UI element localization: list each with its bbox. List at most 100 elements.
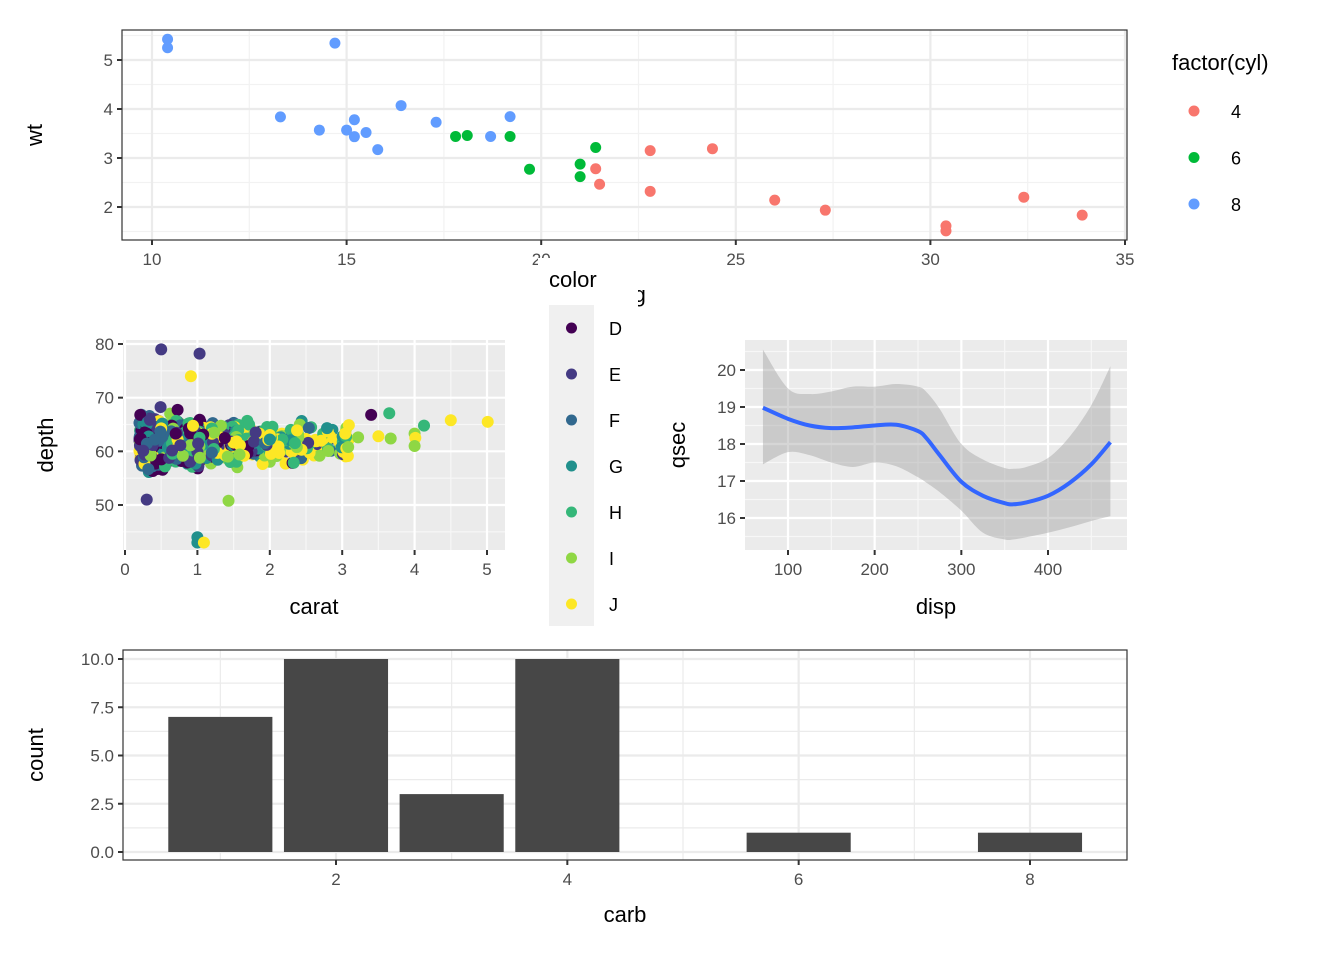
legend-label-cyl-6: 6 (1231, 149, 1241, 169)
point-color-H (287, 456, 300, 469)
point-color-E (143, 413, 156, 426)
point-color-J (230, 435, 243, 448)
point-color-J (342, 419, 355, 432)
carat-depth-y-tick-label: 70 (95, 389, 114, 408)
panel-carat-depth-points (133, 343, 494, 549)
legend-key-cyl-4 (1188, 105, 1200, 117)
point-cyl-4 (1076, 209, 1088, 221)
legend-label-cyl-4: 4 (1231, 102, 1241, 122)
legend-label-cyl-8: 8 (1231, 195, 1241, 215)
point-cyl-6 (574, 158, 586, 170)
legend-key-cyl-8 (1188, 198, 1200, 210)
panel-disp-qsec-grid (745, 340, 1127, 550)
point-color-D (218, 432, 231, 445)
point-outlier-color-I (384, 432, 397, 445)
legend-key-color-J (566, 598, 577, 610)
panel-carat-depth-ticks: 0 1 2 3 4 5 50 60 70 80 (95, 335, 492, 579)
carb-count-x-tick-label: 8 (1025, 870, 1034, 889)
disp-qsec-y-tick-label: 19 (717, 398, 736, 417)
legend-label-color-D: D (609, 319, 622, 339)
disp-qsec-x-tick-label: 100 (774, 560, 802, 579)
legend-label-color-F: F (609, 411, 620, 431)
point-cyl-6 (504, 130, 516, 142)
point-color-I (193, 451, 206, 464)
point-cyl-4 (769, 194, 781, 206)
panel-mpg-wt-border (121, 29, 1128, 241)
legend-items-color: D E F G H I J (566, 319, 623, 615)
legend-factor-cyl: factor(cyl) 4 6 8 (1172, 50, 1269, 215)
point-cyl-4 (819, 204, 831, 216)
disp-qsec-x-tick-label: 200 (860, 560, 888, 579)
point-cyl-6 (524, 163, 536, 175)
point-cyl-4 (590, 163, 602, 175)
point-outlier-color-H (383, 407, 396, 420)
point-color-D (134, 408, 147, 421)
point-cyl-8 (341, 124, 353, 136)
panel-disp-qsec: 100 200 300 400 16 17 18 19 20 disp qsec (665, 340, 1127, 619)
panel-carat-depth: 0 1 2 3 4 5 50 60 70 80 carat depth (33, 335, 505, 619)
carat-depth-x-tick-label: 5 (482, 560, 491, 579)
panel-carb-count-ticks: 2 4 6 8 0.0 2.5 5.0 7.5 10.0 (81, 650, 1035, 889)
mpg-wt-x-tick-label: 35 (1116, 250, 1135, 269)
point-cyl-8 (313, 124, 325, 136)
carat-depth-y-tick-label: 60 (95, 442, 114, 461)
point-cyl-6 (461, 129, 473, 141)
mpg-wt-x-tick-label: 10 (143, 250, 162, 269)
legend-key-color-F (566, 414, 577, 426)
mpg-wt-y-tick-label: 3 (104, 149, 113, 168)
point-outlier-color-I (352, 431, 365, 444)
carb-count-y-tick-label: 0.0 (90, 843, 114, 862)
x-axis-title-carat: carat (290, 594, 339, 619)
disp-qsec-x-tick-label: 300 (947, 560, 975, 579)
y-axis-title-depth: depth (33, 417, 58, 472)
carat-depth-y-tick-label: 80 (95, 335, 114, 354)
carb-count-y-tick-label: 5.0 (90, 747, 114, 766)
point-color-D (169, 427, 182, 440)
legend-key-color-D (566, 322, 577, 334)
point-color-F (302, 422, 315, 435)
panel-carb-count: 2 4 6 8 0.0 2.5 5.0 7.5 10.0 carb count (23, 649, 1128, 927)
disp-qsec-y-tick-label: 20 (717, 361, 736, 380)
carb-count-y-tick-label: 7.5 (90, 698, 114, 717)
point-color-I (313, 449, 326, 462)
point-color-E (249, 426, 262, 439)
point-color-I (221, 450, 234, 463)
y-axis-title-qsec: qsec (665, 422, 690, 468)
point-color-E (247, 435, 260, 448)
mpg-wt-x-tick-label: 25 (726, 250, 745, 269)
point-color-J (315, 434, 328, 447)
point-color-E (192, 437, 205, 450)
bar-carb-1 (168, 716, 273, 852)
carb-count-y-tick-label: 2.5 (90, 795, 114, 814)
mpg-wt-x-tick-label: 30 (921, 250, 940, 269)
point-cyl-4 (644, 185, 656, 197)
legend-key-cyl-6 (1188, 152, 1200, 163)
point-cyl-8 (395, 100, 407, 112)
legend-label-color-J: J (609, 595, 618, 615)
panel-mpg-wt-grid (122, 30, 1127, 240)
point-color-I (233, 448, 246, 461)
disp-qsec-y-tick-label: 18 (717, 435, 736, 454)
legend-label-color-E: E (609, 365, 621, 385)
bar-carb-2 (283, 659, 389, 852)
point-outlier-color-I (408, 439, 421, 452)
point-color-F (142, 463, 155, 476)
legend-title-color: color (549, 267, 597, 292)
y-axis-title-count: count (23, 728, 48, 782)
point-cyl-8 (162, 42, 174, 54)
point-cyl-8 (348, 114, 360, 126)
mpg-wt-x-tick-label: 15 (337, 250, 356, 269)
legend-color: color D E F G H I J (538, 258, 638, 638)
point-color-I (176, 449, 189, 462)
point-outlier-color-J (444, 414, 457, 427)
point-cyl-8 (274, 111, 286, 123)
point-cyl-8 (348, 131, 360, 143)
point-cyl-4 (644, 145, 656, 157)
point-outlier-color-J (481, 415, 494, 428)
panel-disp-qsec-ticks: 100 200 300 400 16 17 18 19 20 (717, 361, 1062, 579)
point-cyl-4 (706, 143, 718, 155)
carat-depth-y-tick-label: 50 (95, 496, 114, 515)
carb-count-x-tick-label: 2 (331, 870, 340, 889)
point-outlier-color-I (222, 494, 235, 507)
